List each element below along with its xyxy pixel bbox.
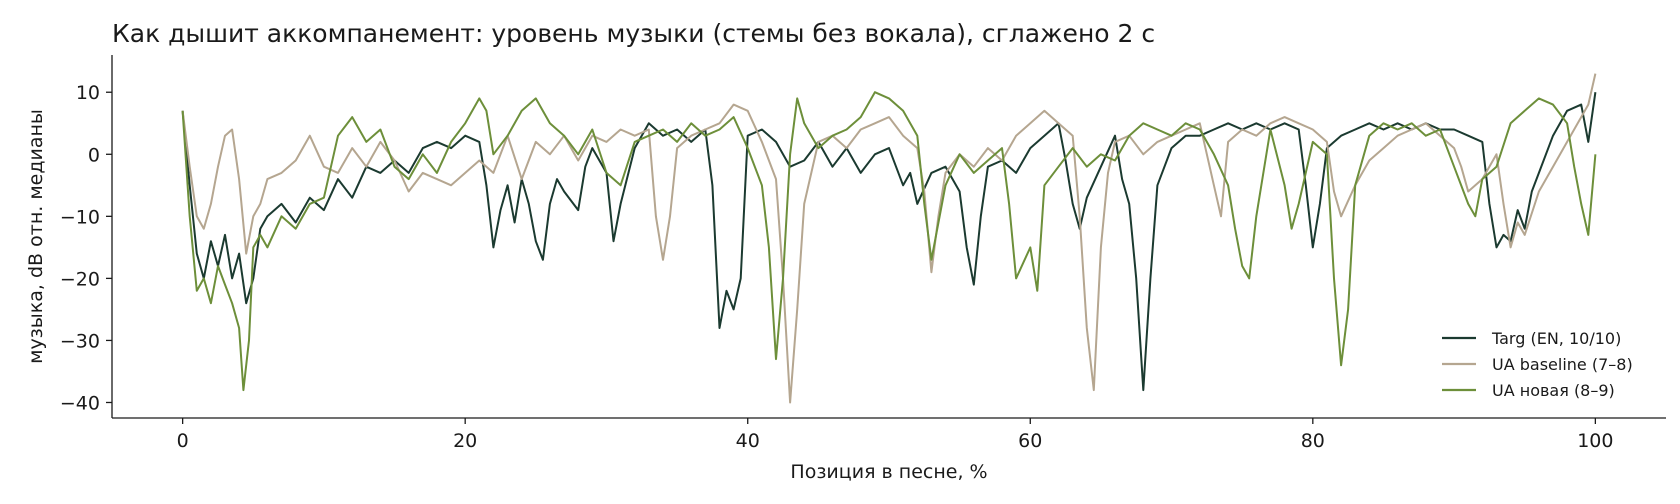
- y-axis-label: музыка, dB отн. медианы: [25, 109, 47, 364]
- series-layer: [181, 73, 1597, 404]
- series-line-1: [181, 92, 1597, 392]
- chart-title: Как дышит аккомпанемент: уровень музыки …: [112, 19, 1155, 48]
- legend: Targ (EN, 10/10) UA baseline (7–8) UA нова…: [1442, 329, 1633, 400]
- series-line-3: [181, 91, 1597, 392]
- x-axis-label: Позиция в песне, %: [790, 461, 987, 483]
- x-tick-label: 100: [1577, 430, 1613, 452]
- legend-label: UA baseline (7–8): [1492, 355, 1633, 374]
- x-tick-label: 80: [1301, 430, 1325, 452]
- legend-label: Targ (EN, 10/10): [1491, 329, 1621, 348]
- ticks-layer: 0 20 40 60 80 100 −40 −30 −20 −10 0 10: [60, 82, 1614, 452]
- x-tick-label: 40: [736, 430, 760, 452]
- y-tick-label: 10: [76, 82, 100, 104]
- axes-layer: [111, 55, 1666, 419]
- legend-label: UA новая (8–9): [1492, 381, 1615, 400]
- y-tick-label: −40: [60, 392, 100, 414]
- x-tick-label: 0: [177, 430, 189, 452]
- y-tick-label: −10: [60, 206, 100, 228]
- y-tick-label: −20: [60, 268, 100, 290]
- y-tick-label: −30: [60, 330, 100, 352]
- series-line-2: [181, 73, 1597, 404]
- x-tick-label: 60: [1018, 430, 1042, 452]
- x-tick-label: 20: [453, 430, 477, 452]
- y-tick-label: 0: [88, 144, 100, 166]
